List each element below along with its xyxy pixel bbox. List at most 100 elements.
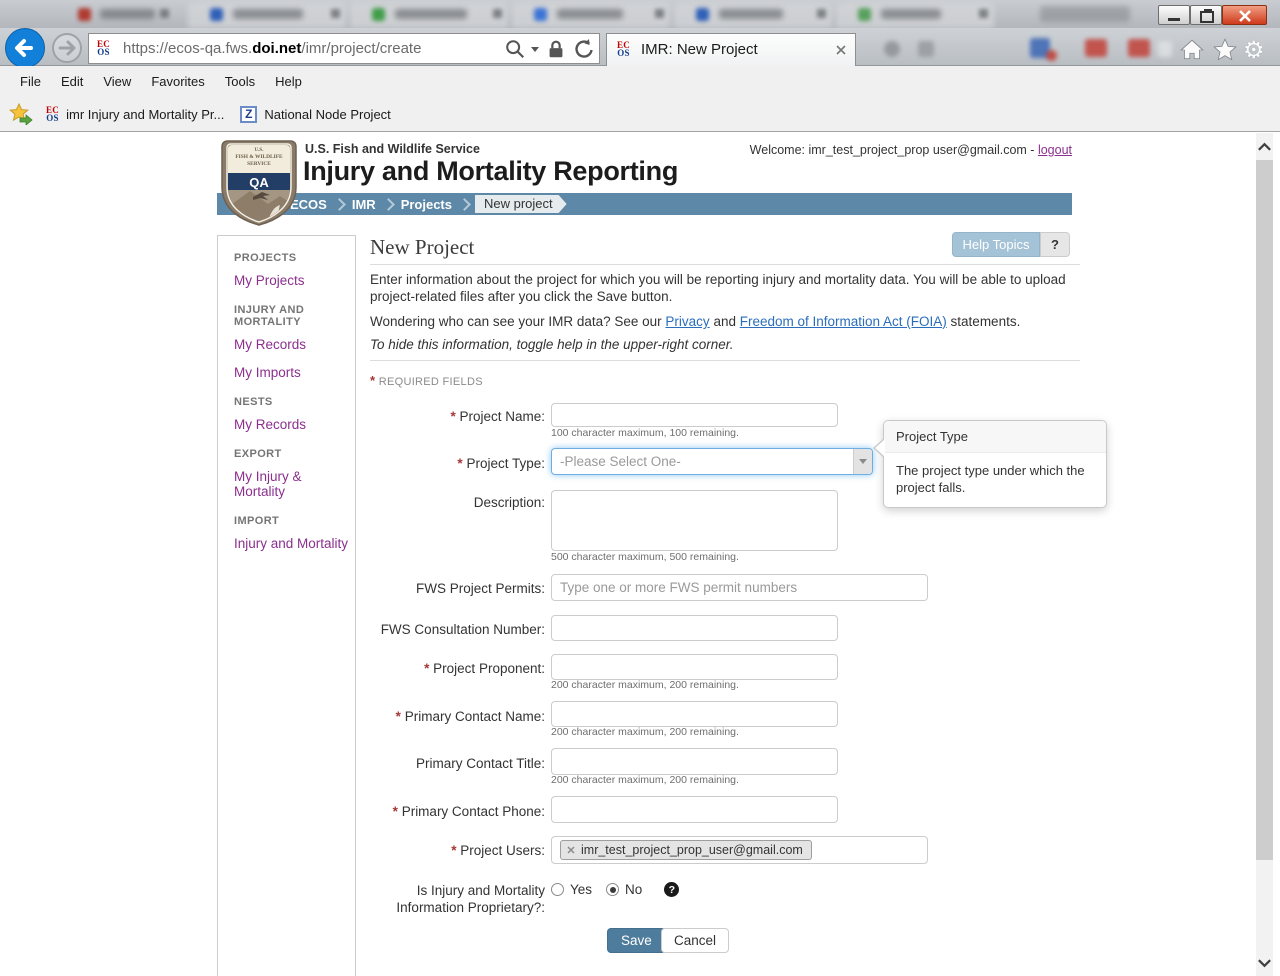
menu-favorites[interactable]: Favorites xyxy=(151,74,205,89)
help-toggle-button[interactable]: ? xyxy=(1040,232,1070,257)
primary-contact-title-label: Primary Contact Title: xyxy=(415,756,545,771)
primary-contact-phone-input[interactable] xyxy=(551,796,838,823)
tooltip-title: Project Type xyxy=(884,421,1106,453)
close-button[interactable] xyxy=(1222,5,1267,25)
sidebar-item-my-projects[interactable]: My Projects xyxy=(234,273,305,288)
proprietary-radio-group: Yes No ? xyxy=(551,882,680,897)
breadcrumb-projects[interactable]: Projects xyxy=(400,196,452,212)
description-textarea[interactable] xyxy=(551,490,838,551)
scroll-down-icon[interactable] xyxy=(1257,957,1272,969)
radio-yes-label: Yes xyxy=(570,882,593,897)
app-title: Injury and Mortality Reporting xyxy=(303,156,679,186)
sidebar-item-my-records[interactable]: My Records xyxy=(234,337,307,352)
home-icon[interactable] xyxy=(1179,37,1205,63)
add-favorite-star-icon[interactable] xyxy=(8,103,34,125)
favorites-star-icon[interactable] xyxy=(1212,37,1238,63)
chevron-right-icon xyxy=(381,197,395,211)
radio-no[interactable] xyxy=(606,883,620,896)
help-circle-icon[interactable]: ? xyxy=(664,882,680,897)
primary-contact-name-input[interactable] xyxy=(551,701,838,727)
blurred-tab-title xyxy=(881,9,941,19)
refresh-icon[interactable] xyxy=(572,37,596,61)
scrollbar-thumb[interactable] xyxy=(1256,160,1273,860)
menu-help[interactable]: Help xyxy=(275,74,302,89)
svg-text:U.S.: U.S. xyxy=(255,148,265,153)
maximize-button[interactable] xyxy=(1190,5,1222,25)
remove-icon[interactable] xyxy=(567,846,575,854)
description-hint: 500 character maximum, 500 remaining. xyxy=(551,551,739,563)
sidebar-item-nests-my-records[interactable]: My Records xyxy=(234,417,307,432)
breadcrumb-ecos[interactable]: ECOS xyxy=(290,196,327,212)
description-label: Description: xyxy=(473,495,545,510)
project-name-hint: 100 character maximum, 100 remaining. xyxy=(551,427,739,439)
blurred-tab-title xyxy=(395,9,467,19)
background-window-strip xyxy=(0,0,1280,28)
vertical-scrollbar[interactable] xyxy=(1256,133,1273,976)
project-name-input[interactable] xyxy=(551,403,838,427)
svg-text:QA: QA xyxy=(249,175,269,190)
blurred-favicon xyxy=(78,8,91,21)
blurred-icon xyxy=(884,41,900,57)
divider xyxy=(370,360,1080,361)
forward-button[interactable] xyxy=(52,33,82,63)
cancel-button[interactable]: Cancel xyxy=(661,928,730,953)
breadcrumb-imr[interactable]: IMR xyxy=(351,196,376,212)
privacy-link[interactable]: Privacy xyxy=(665,314,710,329)
primary-contact-title-input[interactable] xyxy=(551,748,838,775)
favorite-item-national-node[interactable]: Z National Node Project xyxy=(232,103,398,126)
menu-file[interactable]: File xyxy=(20,74,41,89)
menu-tools[interactable]: Tools xyxy=(224,74,256,89)
primary-contact-phone-label: * Primary Contact Phone: xyxy=(392,804,545,819)
search-icon[interactable] xyxy=(504,38,526,60)
radio-yes[interactable] xyxy=(551,883,564,896)
chevron-right-icon xyxy=(332,197,346,211)
project-type-select[interactable]: -Please Select One- xyxy=(551,448,873,475)
project-users-label: * Project Users: xyxy=(451,843,545,858)
blurred-icon xyxy=(1030,38,1050,58)
ecos-favicon: EC OS xyxy=(46,105,60,123)
minimize-button[interactable] xyxy=(1158,5,1190,25)
save-button[interactable]: Save xyxy=(607,928,666,953)
sidebar-item-my-imports[interactable]: My Imports xyxy=(234,365,301,380)
favorite-item-imr[interactable]: EC OS imr Injury and Mortality Pr... xyxy=(46,105,225,123)
address-bar[interactable]: EC OS https://ecos-qa.fws.doi.net/imr/pr… xyxy=(88,33,600,64)
blurred-tab-title xyxy=(719,9,783,19)
chevron-right-icon xyxy=(458,197,471,211)
active-tab[interactable]: EC OS IMR: New Project xyxy=(606,33,856,66)
fws-consultation-input[interactable] xyxy=(551,615,838,641)
restore-icon xyxy=(1200,11,1214,23)
scroll-up-icon[interactable] xyxy=(1257,141,1272,153)
sidebar: PROJECTS My Projects INJURY AND MORTALIT… xyxy=(217,235,356,976)
logout-link[interactable]: logout xyxy=(1037,143,1072,157)
sidebar-section-export: EXPORT My Injury & Mortality xyxy=(234,448,355,499)
restore-icon xyxy=(1204,9,1212,12)
fws-permits-label: FWS Project Permits: xyxy=(415,581,545,596)
tab-close-icon[interactable] xyxy=(835,44,847,56)
sidebar-item-import-injury-mortality[interactable]: Injury and Mortality xyxy=(234,536,349,551)
blurred-icon xyxy=(1046,50,1057,61)
back-button[interactable] xyxy=(5,28,45,68)
blurred-icon xyxy=(1128,39,1150,57)
menu-view[interactable]: View xyxy=(103,74,132,89)
select-arrow-button[interactable] xyxy=(853,449,872,474)
close-icon xyxy=(1239,10,1251,22)
blurred-close-icon xyxy=(979,9,988,18)
sidebar-heading: INJURY AND MORTALITY xyxy=(234,304,305,328)
back-arrow-icon xyxy=(15,39,33,57)
sidebar-item-export-injury-mortality[interactable]: My Injury & Mortality xyxy=(234,469,302,499)
proprietary-label: Is Injury and Mortality Information Prop… xyxy=(396,883,545,915)
search-dropdown-caret-icon[interactable] xyxy=(531,47,539,52)
agency-name: U.S. Fish and Wildlife Service xyxy=(305,142,480,156)
blurred-favicon xyxy=(534,8,547,21)
svg-text:FISH & WILDLIFE: FISH & WILDLIFE xyxy=(235,154,283,160)
foia-link[interactable]: Freedom of Information Act (FOIA) xyxy=(739,314,947,329)
breadcrumb: ECOS IMR Projects New project xyxy=(217,193,1072,215)
project-proponent-input[interactable] xyxy=(551,654,838,680)
menu-edit[interactable]: Edit xyxy=(60,74,84,89)
fws-permits-input[interactable] xyxy=(551,574,928,601)
divider xyxy=(370,264,1080,265)
gear-icon[interactable]: ⚙ xyxy=(1243,37,1265,64)
help-topics-button[interactable]: Help Topics xyxy=(952,232,1040,257)
project-users-input[interactable]: imr_test_project_prop_user@gmail.com xyxy=(551,836,928,864)
